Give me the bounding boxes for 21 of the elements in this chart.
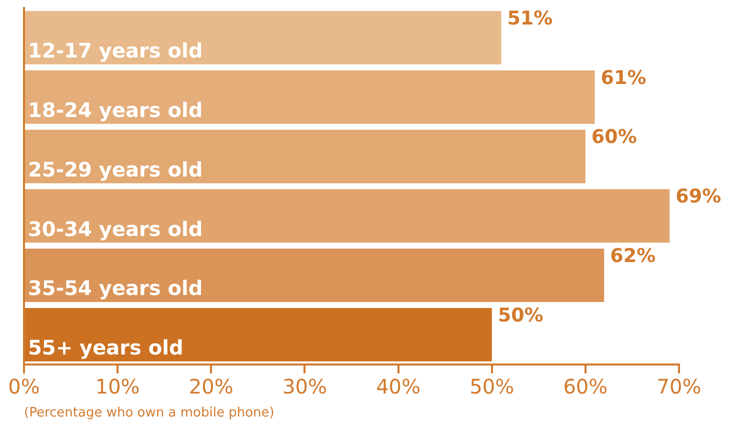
y-tick-label: 30-34 years old bbox=[28, 216, 203, 241]
data-label: 60% bbox=[591, 126, 637, 148]
y-tick-label: 25-29 years old bbox=[28, 157, 203, 182]
data-label: 51% bbox=[507, 7, 553, 30]
data-label: 62% bbox=[610, 245, 656, 268]
x-tick-label: 20% bbox=[188, 374, 234, 399]
data-label: 50% bbox=[498, 304, 544, 326]
y-tick-label: 55+ years old bbox=[28, 336, 184, 360]
y-tick-label: 18-24 years old bbox=[28, 98, 203, 122]
x-tick-label: 50% bbox=[470, 374, 514, 399]
x-tick-label: 70% bbox=[656, 374, 702, 399]
x-tick-label: 10% bbox=[95, 374, 140, 399]
x-tick-label: 60% bbox=[563, 374, 608, 399]
y-tick-label: 35-54 years old bbox=[28, 276, 203, 300]
data-label: 61% bbox=[600, 66, 646, 89]
y-tick-label: 12-17 years old bbox=[28, 38, 203, 63]
x-axis-title: (Percentage who own a mobile phone) bbox=[24, 406, 274, 421]
x-tick-label: 40% bbox=[376, 374, 421, 399]
x-tick-label: 30% bbox=[282, 374, 327, 399]
data-label: 69% bbox=[676, 186, 722, 208]
x-tick-label: 0% bbox=[8, 374, 40, 399]
